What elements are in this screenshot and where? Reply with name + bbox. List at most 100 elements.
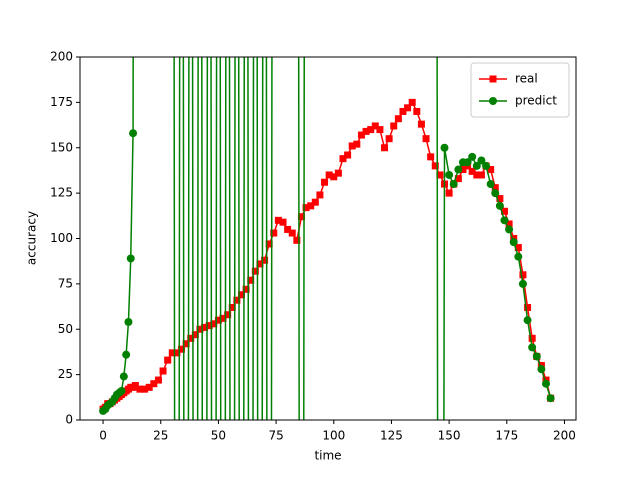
- marker: [427, 153, 435, 161]
- marker: [150, 380, 158, 388]
- y-tick-label: 200: [50, 50, 73, 64]
- marker: [325, 171, 333, 179]
- marker: [145, 383, 153, 391]
- marker: [307, 202, 315, 210]
- y-tick-label: 150: [50, 140, 73, 154]
- y-tick-label: 125: [50, 186, 73, 200]
- marker: [468, 167, 476, 175]
- marker: [316, 191, 324, 199]
- marker: [454, 175, 462, 183]
- marker: [353, 140, 361, 148]
- marker: [491, 189, 500, 198]
- marker: [344, 151, 352, 159]
- marker: [528, 334, 536, 342]
- legend-label: real: [515, 72, 538, 86]
- y-tick-label: 100: [50, 231, 73, 245]
- marker: [334, 169, 342, 177]
- marker: [270, 229, 278, 237]
- marker: [297, 213, 305, 221]
- marker: [214, 316, 222, 324]
- marker: [514, 244, 522, 252]
- marker: [518, 279, 527, 288]
- marker: [514, 252, 523, 261]
- marker: [182, 340, 190, 348]
- x-tick-label: 25: [153, 429, 168, 443]
- marker: [376, 126, 384, 134]
- marker: [210, 320, 218, 328]
- marker: [205, 322, 213, 330]
- marker: [509, 238, 518, 247]
- y-tick-label: 25: [58, 367, 73, 381]
- marker: [532, 352, 541, 361]
- x-tick-label: 0: [99, 429, 107, 443]
- marker: [178, 345, 186, 353]
- marker: [129, 129, 138, 138]
- x-tick-label: 125: [380, 429, 403, 443]
- legend-marker: [489, 97, 497, 105]
- y-tick-label: 50: [58, 322, 73, 336]
- marker: [302, 204, 310, 212]
- marker: [247, 276, 255, 284]
- marker: [496, 195, 504, 203]
- marker: [173, 349, 181, 357]
- marker: [431, 162, 439, 170]
- marker: [339, 155, 347, 163]
- marker: [404, 104, 412, 112]
- x-axis-label: time: [314, 449, 341, 463]
- marker: [219, 314, 227, 322]
- marker: [279, 218, 287, 226]
- marker: [131, 382, 139, 390]
- marker: [141, 385, 149, 393]
- marker: [265, 240, 273, 248]
- marker: [394, 115, 402, 123]
- marker: [422, 135, 430, 143]
- marker: [242, 285, 250, 293]
- marker: [274, 216, 282, 224]
- marker: [500, 207, 508, 215]
- marker: [486, 180, 495, 189]
- marker: [367, 126, 375, 134]
- legend-label: predict: [515, 94, 557, 108]
- marker: [288, 229, 296, 237]
- marker: [187, 334, 195, 342]
- marker: [136, 385, 144, 393]
- marker: [164, 356, 172, 364]
- marker: [362, 127, 370, 135]
- marker: [385, 135, 393, 143]
- marker: [119, 372, 128, 381]
- marker: [487, 166, 495, 174]
- marker: [477, 171, 485, 179]
- y-tick-label: 0: [65, 413, 73, 427]
- marker: [449, 180, 458, 189]
- marker: [311, 198, 319, 206]
- marker: [399, 107, 407, 115]
- marker: [436, 171, 444, 179]
- marker: [168, 349, 176, 357]
- marker: [371, 122, 379, 130]
- marker: [500, 216, 509, 225]
- marker: [445, 189, 453, 197]
- x-tick-label: 75: [268, 429, 283, 443]
- marker: [413, 107, 421, 115]
- x-tick-label: 175: [495, 429, 518, 443]
- marker: [472, 161, 481, 170]
- marker: [482, 161, 491, 170]
- marker: [284, 225, 292, 233]
- marker: [256, 260, 264, 268]
- marker: [505, 225, 514, 234]
- marker: [408, 98, 416, 106]
- y-axis-label: accuracy: [25, 211, 39, 265]
- marker: [519, 271, 527, 279]
- marker: [477, 156, 486, 165]
- x-tick-label: 200: [553, 429, 576, 443]
- x-tick-label: 100: [322, 429, 345, 443]
- marker: [390, 122, 398, 130]
- marker: [122, 350, 131, 359]
- marker: [124, 317, 133, 326]
- marker: [191, 331, 199, 339]
- marker: [463, 158, 472, 167]
- marker: [159, 367, 167, 375]
- marker: [117, 386, 126, 395]
- marker: [473, 171, 481, 179]
